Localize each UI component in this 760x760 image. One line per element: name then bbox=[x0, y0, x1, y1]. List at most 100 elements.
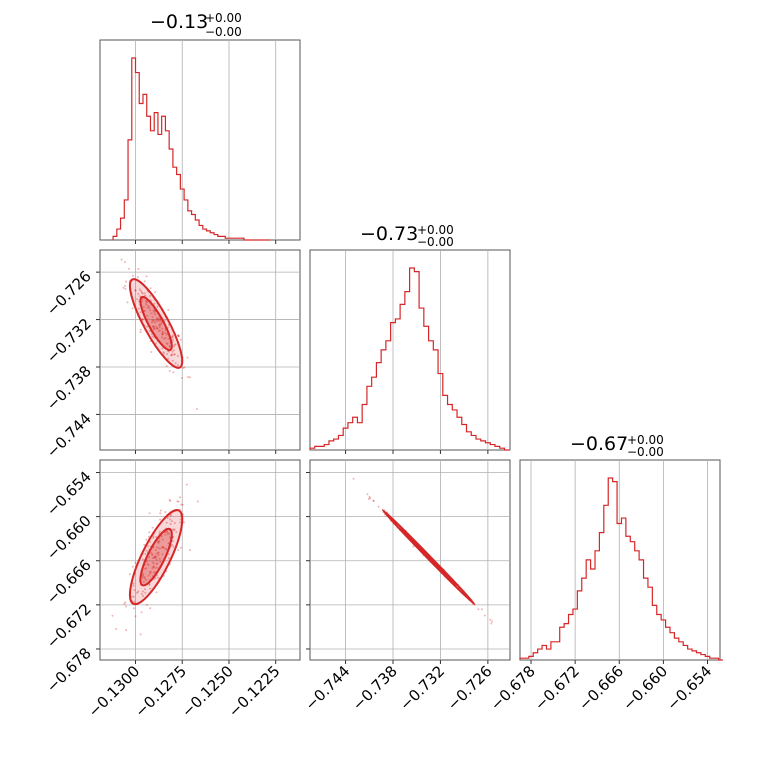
histogram-bin bbox=[207, 231, 211, 240]
scatter-point bbox=[177, 334, 180, 337]
scatter-point bbox=[147, 563, 150, 566]
histogram-bin bbox=[395, 319, 400, 450]
contour-level-inner bbox=[139, 527, 173, 587]
x-tick-label: −0.654 bbox=[663, 662, 715, 714]
scatter-point bbox=[120, 258, 123, 261]
histogram-bin bbox=[443, 395, 448, 450]
scatter-point bbox=[166, 353, 169, 356]
title-param-3: −0.67 +0.00 −0.00 bbox=[570, 433, 664, 459]
scatter-point bbox=[159, 518, 162, 521]
x-tick-label: −0.744 bbox=[301, 662, 353, 714]
x-tick-label: −0.1225 bbox=[225, 662, 284, 721]
scatter-point bbox=[140, 592, 143, 595]
scatter-point bbox=[159, 512, 162, 515]
histogram-bin bbox=[324, 445, 329, 450]
histogram-bin bbox=[569, 615, 573, 661]
scatter-point bbox=[162, 351, 165, 354]
scatter-point bbox=[156, 305, 159, 308]
histogram-bin bbox=[221, 236, 225, 240]
histogram-panel-param-2 bbox=[309, 249, 511, 454]
scatter-point bbox=[187, 376, 189, 378]
scatter-point bbox=[144, 294, 147, 297]
scatter-point bbox=[167, 557, 170, 560]
histogram-bin bbox=[617, 524, 621, 661]
scatter-point bbox=[150, 551, 153, 554]
scatter-point bbox=[139, 328, 142, 331]
x-tick-labels-param-1: −0.1300−0.1275−0.1250−0.1225 bbox=[85, 662, 284, 721]
title-value: −0.13 bbox=[150, 11, 208, 33]
scatter-point bbox=[132, 582, 135, 585]
histogram-bin bbox=[433, 350, 438, 450]
histogram-bin bbox=[188, 211, 192, 240]
scatter-point bbox=[158, 330, 160, 332]
scatter-point bbox=[160, 336, 163, 339]
histogram-bin bbox=[666, 627, 670, 660]
scatter-point bbox=[161, 327, 164, 330]
scatter-point bbox=[145, 567, 148, 570]
scatter-point bbox=[151, 567, 154, 570]
histogram-bin bbox=[165, 131, 169, 240]
scatter-point bbox=[152, 325, 155, 328]
histogram-bin bbox=[648, 587, 652, 660]
scatter-point bbox=[167, 357, 170, 360]
histogram-bin bbox=[683, 645, 687, 660]
histogram-step-line bbox=[112, 57, 271, 241]
x-tick-label: −0.672 bbox=[531, 662, 583, 714]
scatter-point bbox=[165, 521, 168, 524]
scatter-point bbox=[161, 553, 164, 556]
scatter-point bbox=[173, 353, 176, 356]
scatter-point bbox=[172, 349, 175, 352]
scatter-point bbox=[137, 590, 140, 593]
scatter-point bbox=[188, 376, 191, 379]
scatter-point bbox=[138, 295, 141, 298]
histogram-bin bbox=[644, 578, 648, 660]
scatter-point bbox=[171, 350, 174, 353]
scatter-point bbox=[152, 566, 155, 569]
scatter-point bbox=[139, 311, 142, 314]
scatter-point bbox=[152, 320, 155, 323]
scatter-point bbox=[167, 337, 170, 340]
scatter-point bbox=[172, 545, 175, 548]
histogram-bin bbox=[495, 446, 500, 450]
histogram-bin bbox=[696, 653, 700, 660]
scatter-point bbox=[144, 567, 146, 570]
histogram-bin bbox=[150, 131, 154, 240]
scatter-point bbox=[142, 580, 145, 583]
scatter-point bbox=[153, 326, 156, 329]
scatter-point bbox=[144, 588, 146, 591]
scatter-point bbox=[159, 324, 162, 327]
histogram-bin bbox=[710, 658, 714, 660]
scatter-point bbox=[137, 267, 140, 270]
scatter-point bbox=[149, 587, 152, 590]
contour-level-inner bbox=[139, 295, 173, 352]
scatter-point bbox=[157, 576, 160, 579]
scatter-point bbox=[146, 563, 149, 566]
scatter-point bbox=[124, 261, 126, 264]
histogram-bin bbox=[362, 405, 367, 451]
scatter-point bbox=[167, 553, 170, 556]
scatter-point bbox=[144, 591, 147, 594]
scatter-point bbox=[180, 503, 183, 506]
scatter-point bbox=[148, 295, 151, 297]
scatter-point bbox=[133, 607, 135, 610]
histogram-bin bbox=[158, 134, 162, 240]
histogram-bin bbox=[533, 653, 537, 660]
histogram-bin bbox=[657, 615, 661, 661]
scatter-point bbox=[168, 498, 171, 501]
scatter-point bbox=[153, 571, 155, 574]
scatter-point bbox=[134, 289, 137, 292]
scatter-point bbox=[161, 538, 164, 541]
scatter-point bbox=[164, 511, 167, 513]
histogram-bin bbox=[476, 439, 481, 450]
scatter-point bbox=[149, 570, 152, 573]
histogram-bin bbox=[177, 174, 181, 240]
histogram-bin bbox=[639, 560, 643, 660]
scatter-point bbox=[157, 542, 160, 544]
scatter-point bbox=[166, 530, 168, 533]
y-tick-labels-param-3: −0.654−0.660−0.666−0.672−0.678 bbox=[43, 468, 95, 696]
histogram-bin bbox=[229, 238, 233, 240]
scatter-point bbox=[149, 607, 152, 610]
x-tick-label: −0.666 bbox=[575, 662, 627, 714]
histogram-bin bbox=[310, 448, 315, 450]
scatter-point bbox=[151, 554, 154, 556]
